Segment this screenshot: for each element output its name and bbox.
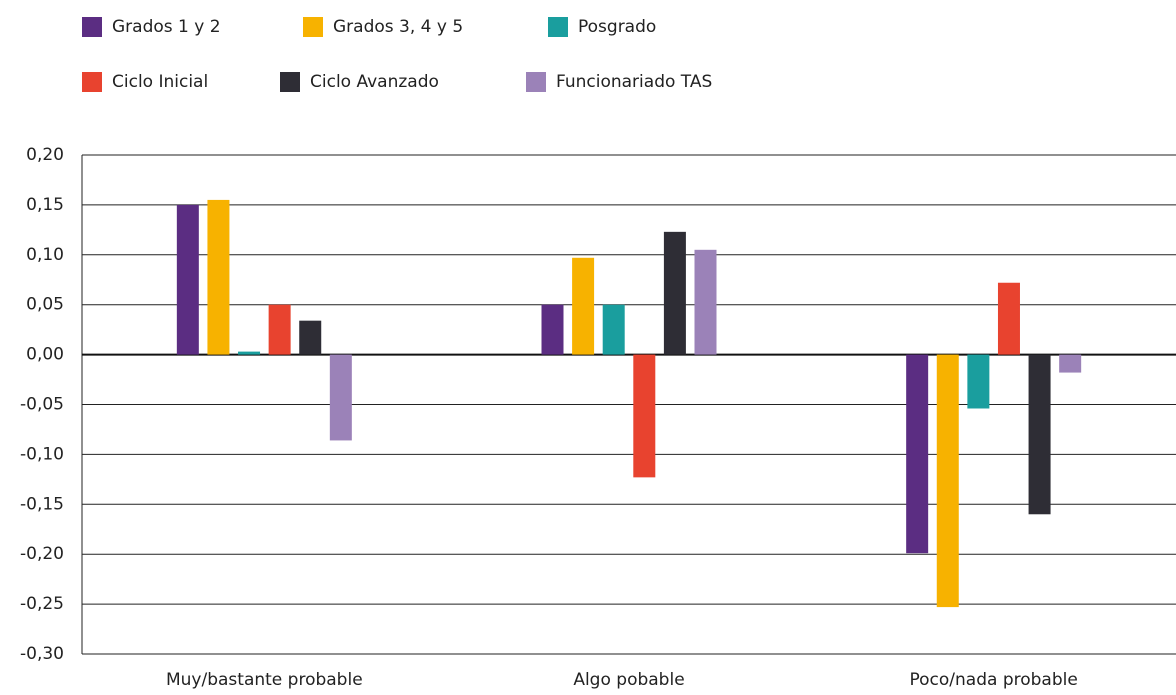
y-tick-label: -0,10 — [20, 444, 64, 464]
legend-label: Ciclo Avanzado — [310, 72, 439, 92]
bar — [967, 354, 990, 409]
y-tick-label: -0,25 — [20, 594, 64, 614]
bar — [299, 320, 322, 355]
y-tick-label: -0,20 — [20, 544, 64, 564]
bar — [663, 231, 686, 355]
bar — [602, 304, 625, 355]
legend-swatch — [280, 72, 300, 92]
legend-label: Posgrado — [578, 17, 656, 37]
bar — [572, 257, 595, 355]
y-tick-label: -0,05 — [20, 395, 64, 415]
legend-label: Ciclo Inicial — [112, 72, 208, 92]
legend-swatch — [548, 17, 568, 37]
x-tick-label: Muy/bastante probable — [166, 670, 363, 690]
y-tick-label: 0,10 — [26, 245, 64, 265]
y-tick-label: 0,05 — [26, 295, 64, 315]
bar — [268, 304, 291, 355]
legend-swatch — [303, 17, 323, 37]
bar — [541, 304, 564, 355]
legend-swatch — [82, 72, 102, 92]
legend-swatch — [526, 72, 546, 92]
bar — [207, 199, 230, 355]
bar — [238, 351, 261, 355]
legend-label: Grados 1 y 2 — [112, 17, 221, 37]
bar — [936, 354, 959, 608]
y-tick-label: 0,15 — [26, 195, 64, 215]
x-tick-label: Poco/nada probable — [910, 670, 1078, 690]
bar — [176, 204, 199, 355]
y-tick-label: 0,20 — [26, 145, 64, 165]
legend-swatch — [82, 17, 102, 37]
bar — [1059, 354, 1082, 373]
y-tick-label: 0,00 — [26, 345, 64, 365]
legend-label: Funcionariado TAS — [556, 72, 712, 92]
bar — [906, 354, 929, 554]
bar — [1028, 354, 1051, 515]
x-tick-label: Algo pobable — [573, 670, 684, 690]
y-tick-label: -0,30 — [20, 644, 64, 664]
y-tick-label: -0,15 — [20, 494, 64, 514]
bar — [694, 249, 717, 355]
bar — [997, 282, 1020, 355]
legend-label: Grados 3, 4 y 5 — [333, 17, 463, 37]
bar — [329, 354, 352, 441]
bar — [633, 354, 656, 478]
